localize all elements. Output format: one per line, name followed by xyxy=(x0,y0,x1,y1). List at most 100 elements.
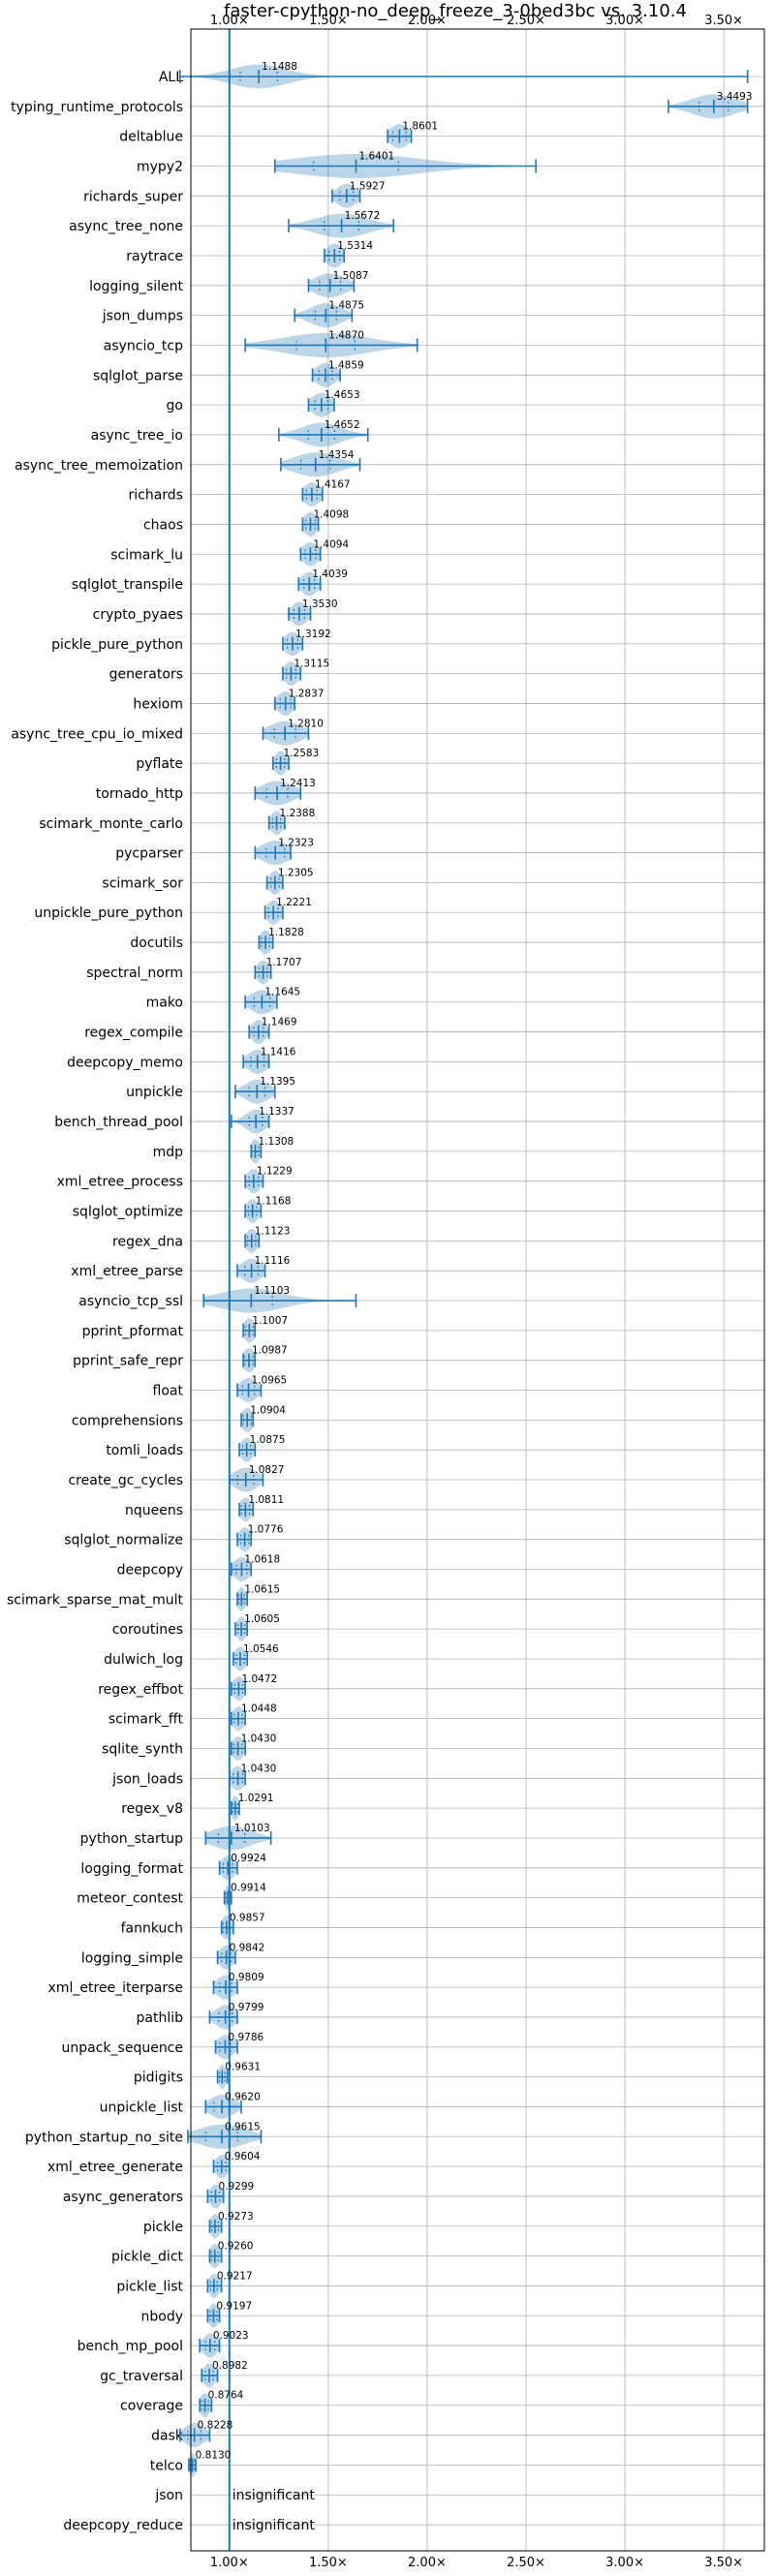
value-label: 1.1488 xyxy=(262,61,297,73)
value-label: 0.8228 xyxy=(198,2420,233,2432)
value-label: 0.9260 xyxy=(218,2241,254,2253)
benchmark-label: create_gc_cycles xyxy=(68,1473,183,1488)
benchmark-label: pathlib xyxy=(137,2010,184,2026)
benchmark-label: json_loads xyxy=(111,1771,183,1787)
benchmark-label: nbody xyxy=(141,2309,184,2324)
x-tick-label-top: 1.50× xyxy=(309,14,348,28)
benchmark-label: logging_silent xyxy=(89,279,183,294)
value-label: 1.0430 xyxy=(241,1763,277,1774)
value-label: 1.1168 xyxy=(256,1196,292,1208)
benchmark-label: nqueens xyxy=(125,1503,183,1518)
benchmark-label: pickle xyxy=(143,2220,183,2235)
benchmark-label: comprehensions xyxy=(72,1413,183,1428)
value-label: 1.0827 xyxy=(249,1464,285,1476)
value-label: 1.0103 xyxy=(234,1823,270,1834)
benchmark-label: scimark_sparse_mat_mult xyxy=(7,1592,183,1608)
benchmark-label: async_tree_none xyxy=(69,219,183,234)
benchmark-label: float xyxy=(153,1384,184,1399)
value-label: 1.4094 xyxy=(313,538,349,550)
value-label: 1.5927 xyxy=(350,180,386,192)
benchmark-label: gc_traversal xyxy=(100,2369,183,2384)
benchmark-label: sqlglot_optimize xyxy=(73,1205,183,1220)
benchmark-label: async_tree_cpu_io_mixed xyxy=(11,726,183,742)
value-label: 1.4875 xyxy=(328,300,364,312)
value-label: 0.9924 xyxy=(231,1853,266,1864)
benchmark-label: mypy2 xyxy=(137,159,183,174)
benchmark-label: go xyxy=(167,398,183,414)
benchmark-label: telco xyxy=(150,2458,183,2473)
benchmark-label: asyncio_tcp xyxy=(104,338,183,353)
value-label: 1.0291 xyxy=(238,1793,274,1804)
value-label: 1.0430 xyxy=(241,1733,277,1744)
benchmark-label: hexiom xyxy=(133,696,183,712)
benchmark-label: regex_dna xyxy=(112,1234,183,1249)
value-label: 1.3192 xyxy=(295,629,331,640)
insignificant-label: insignificant xyxy=(232,2488,316,2503)
value-labels: 1.1488 3.4493 1.8601 1.6401 1.5927 1.5672 1.53… xyxy=(196,61,753,2533)
benchmark-label: xml_etree_generate xyxy=(47,2160,183,2175)
value-label: 1.2323 xyxy=(278,838,314,849)
value-label: 0.9197 xyxy=(216,2300,252,2312)
value-label: 1.0605 xyxy=(244,1613,280,1625)
value-label: 1.8601 xyxy=(402,121,438,133)
value-label: 1.0615 xyxy=(244,1583,280,1595)
value-label: 1.1645 xyxy=(264,987,300,998)
value-label: 1.5672 xyxy=(345,210,381,222)
value-label: 1.2305 xyxy=(278,867,314,878)
benchmark-labels: ALL typing_runtime_protocols deltablue mypy… xyxy=(7,70,184,2533)
benchmark-label: deltablue xyxy=(119,130,183,145)
benchmark-label: pickle_list xyxy=(116,2279,183,2294)
value-label: 0.9299 xyxy=(218,2181,254,2193)
benchmark-label: fannkuch xyxy=(121,1920,183,1936)
benchmark-label: pprint_safe_repr xyxy=(73,1354,183,1369)
value-label: 1.1337 xyxy=(259,1106,294,1118)
benchmark-label: pprint_pformat xyxy=(82,1324,184,1339)
benchmark-label: tomli_loads xyxy=(106,1443,183,1458)
value-label: 1.2413 xyxy=(280,778,316,789)
benchmark-label: pickle_pure_python xyxy=(51,637,183,653)
value-label: 0.9799 xyxy=(229,2002,264,2013)
benchmark-label: pyflate xyxy=(136,756,183,772)
value-label: 1.5314 xyxy=(337,240,373,252)
value-label: 1.4167 xyxy=(315,479,351,491)
benchmark-label: scimark_monte_carlo xyxy=(39,816,183,832)
value-label: 0.9604 xyxy=(225,2151,261,2162)
value-label: 1.2388 xyxy=(280,808,316,819)
value-label: 1.6401 xyxy=(358,150,394,162)
benchmark-label: scimark_lu xyxy=(110,547,183,563)
x-tick-label-top: 3.00× xyxy=(605,14,644,28)
benchmark-label: scimark_fft xyxy=(108,1712,184,1728)
benchmark-label: regex_compile xyxy=(84,1026,183,1041)
value-label: 0.9217 xyxy=(217,2270,253,2282)
axis-frame xyxy=(190,28,765,2552)
value-label: 1.2221 xyxy=(276,897,312,908)
benchmark-label: sqlglot_transpile xyxy=(72,577,183,593)
benchmark-label: pickle_dict xyxy=(111,2250,184,2265)
benchmark-label: unpack_sequence xyxy=(62,2040,183,2056)
value-label: 0.9023 xyxy=(213,2330,249,2342)
benchmark-label: deepcopy_memo xyxy=(67,1055,183,1070)
value-label: 1.0904 xyxy=(250,1404,286,1416)
benchmark-label: xml_etree_process xyxy=(57,1175,183,1190)
value-label: 1.3115 xyxy=(294,659,329,670)
benchmark-label: xml_etree_iterparse xyxy=(48,1980,183,1996)
benchmark-label: raytrace xyxy=(126,249,183,264)
benchmark-label: ALL xyxy=(159,70,183,85)
benchmark-label: pidigits xyxy=(134,2070,183,2086)
value-label: 0.8982 xyxy=(212,2360,248,2372)
x-tick-label-top: 1.00× xyxy=(210,14,249,28)
value-label: 1.4859 xyxy=(328,359,364,371)
value-label: 1.5087 xyxy=(333,270,369,282)
value-label: 1.0875 xyxy=(250,1434,286,1446)
x-tick-label-bottom: 2.50× xyxy=(507,2556,545,2570)
value-label: 1.2837 xyxy=(289,688,325,699)
value-label: 1.0546 xyxy=(243,1643,279,1655)
benchmark-label: meteor_contest xyxy=(77,1891,183,1907)
value-label: 0.9786 xyxy=(228,2032,264,2043)
value-label: 1.4098 xyxy=(313,508,349,520)
value-label: 1.0448 xyxy=(241,1703,277,1715)
value-label: 1.0776 xyxy=(248,1524,284,1536)
value-label: 1.4653 xyxy=(325,389,360,401)
value-label: 0.9914 xyxy=(231,1883,266,1894)
